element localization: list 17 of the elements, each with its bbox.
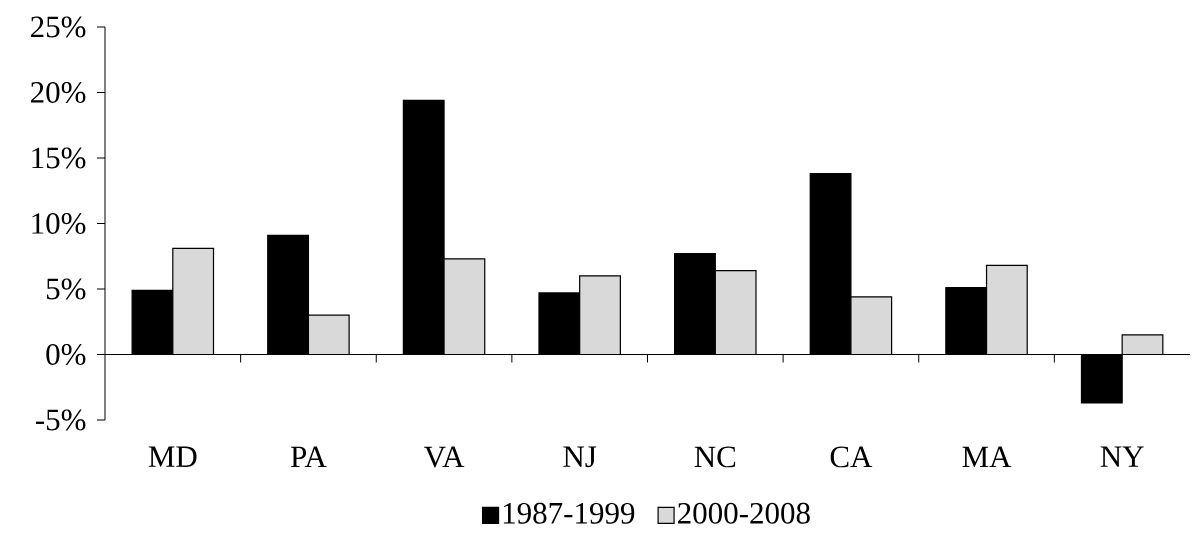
y-tick-label: 20%	[31, 81, 86, 104]
x-tick-label: MA	[962, 446, 1012, 467]
legend-label: 2000-2008	[678, 502, 810, 524]
y-tick-label: 10%	[32, 212, 86, 235]
x-tick-label: CA	[830, 446, 873, 468]
y-tick-label: 25%	[31, 16, 86, 38]
x-tick-label: NC	[694, 446, 736, 468]
y-tick-label: 0%	[46, 343, 86, 366]
x-tick-label: NY	[1100, 446, 1144, 467]
x-tick-label: VA	[424, 446, 465, 468]
x-tick-label: PA	[290, 446, 327, 467]
y-tick-label: 5%	[46, 278, 86, 300]
x-tick-label: NJ	[563, 446, 597, 468]
legend-label: 1987-1999	[503, 502, 635, 524]
y-tick-label: -5%	[35, 409, 86, 431]
y-tick-label: 15%	[32, 147, 86, 169]
x-tick-label: MD	[148, 446, 197, 467]
